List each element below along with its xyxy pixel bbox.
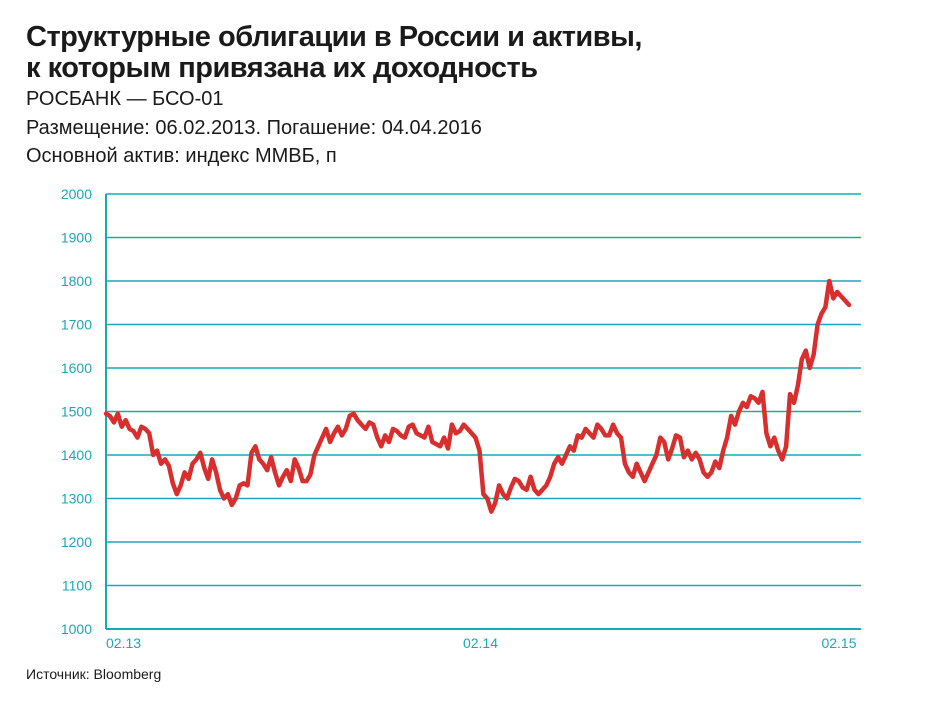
chart-title-line-2: к которым привязана их доходность: [26, 52, 538, 84]
y-tick-label: 1700: [61, 317, 92, 333]
chart-title: Структурные облигации в России и активы,…: [26, 22, 926, 84]
x-axis-ticks: 02.13 02.14 02.15: [106, 635, 857, 651]
y-tick-label: 1500: [61, 404, 92, 420]
chart-subtitle-asset: Основной актив: индекс ММВБ, п: [26, 145, 337, 167]
y-tick-label: 2000: [61, 186, 92, 202]
y-tick-label: 1200: [61, 534, 92, 550]
chart-grid: [105, 193, 861, 630]
y-tick-label: 1800: [61, 273, 92, 289]
y-tick-label: 1100: [62, 578, 92, 594]
y-tick-label: 1000: [61, 621, 92, 637]
y-tick-label: 1400: [61, 447, 92, 463]
y-axis-ticks: 2000 1900 1800 1700 1600 1500 1400 1300 1200 1100…: [61, 186, 92, 637]
x-tick-label: 02.13: [106, 635, 141, 651]
chart-title-line-1: Структурные облигации в России и активы,: [26, 21, 642, 53]
chart-subtitle-dates: Размещение: 06.02.2013. Погашение: 04.04…: [26, 117, 482, 139]
x-tick-label: 02.14: [463, 635, 498, 651]
x-tick-label: 02.15: [821, 635, 856, 651]
y-tick-label: 1300: [61, 491, 92, 507]
y-tick-label: 1600: [61, 360, 92, 376]
y-tick-label: 1900: [61, 230, 92, 246]
source-note: Источник: Bloomberg: [26, 666, 162, 682]
chart-series: [103, 278, 852, 514]
series-line: [103, 278, 852, 514]
chart-subtitle-issuer: РОСБАНК — БСО-01: [26, 88, 224, 110]
